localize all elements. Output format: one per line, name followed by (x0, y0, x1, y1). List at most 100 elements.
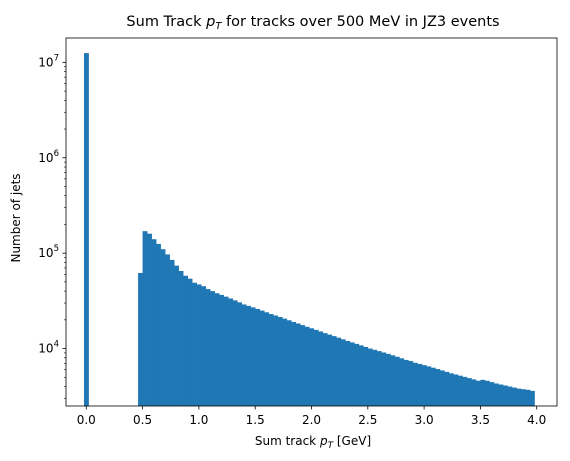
chart-title: Sum Track pT for tracks over 500 MeV in … (126, 14, 499, 32)
histogram-bar (466, 378, 472, 406)
title-subscript: T (215, 21, 222, 32)
histogram-bar (358, 345, 364, 406)
y-tick-base: 10 (38, 55, 53, 69)
histogram-bar (169, 259, 175, 406)
histogram-bar (448, 373, 454, 406)
histogram-bar (444, 371, 450, 406)
histogram-bar (277, 317, 283, 406)
histogram-bar (345, 341, 351, 406)
histogram-bar (259, 310, 265, 406)
xlabel-prefix: Sum track (255, 434, 320, 448)
y-tick-base: 10 (38, 342, 53, 356)
histogram-bar (151, 239, 157, 406)
histogram-bar (282, 318, 288, 406)
histogram-bar (156, 243, 161, 406)
histogram-bar (354, 343, 360, 406)
histogram-bar (421, 365, 427, 406)
histogram-bar (331, 336, 337, 406)
x-axis-label: Sum track pT [GeV] (255, 434, 371, 451)
x-tick-label: 2.5 (358, 413, 377, 427)
histogram-bar (340, 339, 346, 406)
histogram-bar (313, 329, 319, 406)
histogram-bar (286, 320, 292, 406)
histogram-bar (84, 53, 89, 407)
histogram-bar (484, 380, 490, 406)
y-tick-exponent: 7 (54, 53, 59, 63)
y-tick-exponent: 6 (54, 149, 59, 159)
histogram-bar (372, 349, 378, 406)
y-tick-base: 10 (38, 151, 53, 165)
title-variable: p (205, 14, 215, 30)
histogram-bar (502, 385, 508, 406)
histogram-bar (268, 314, 274, 406)
histogram-bar (300, 325, 306, 406)
histogram-bar (529, 390, 535, 406)
histogram-bar (165, 254, 170, 406)
histogram-bar (403, 359, 409, 406)
x-tick-label: 1.0 (189, 413, 208, 427)
histogram-bar (295, 323, 301, 406)
histogram-bar (381, 352, 387, 406)
histogram-bar (507, 386, 513, 406)
histogram-bar (138, 272, 143, 406)
histogram-bar (390, 355, 396, 406)
plot-area (65, 37, 558, 407)
histogram-bar (223, 296, 229, 406)
histogram-bar (214, 293, 220, 406)
histogram-bar (147, 233, 152, 406)
histogram-bar (246, 305, 252, 406)
y-tick-exponent: 4 (54, 340, 59, 350)
histogram-bar (363, 346, 369, 406)
y-tick-exponent: 5 (54, 244, 59, 254)
histogram-bar (498, 384, 504, 406)
histogram-bars (84, 53, 535, 407)
x-tick-label: 2.0 (302, 413, 321, 427)
histogram-bar (385, 353, 391, 406)
x-tick-label: 4.0 (527, 413, 546, 427)
histogram-bar (453, 374, 459, 406)
histogram-bar (250, 307, 256, 406)
histogram-bar (489, 382, 495, 406)
histogram-bar (349, 342, 355, 406)
histogram-bar (376, 351, 382, 406)
histogram-bar (435, 369, 441, 406)
histogram-bar (336, 337, 342, 406)
x-tick-label: 3.0 (415, 413, 434, 427)
histogram-bar (237, 302, 243, 406)
histogram-bar (399, 358, 405, 406)
histogram-bar (273, 315, 279, 406)
histogram-bar (439, 370, 445, 406)
histogram-bar (178, 271, 184, 406)
xlabel-subscript: T (328, 441, 335, 451)
histogram-bar (480, 379, 486, 406)
histogram-bar (412, 362, 418, 406)
histogram-bar (309, 328, 315, 406)
histogram-bar (394, 356, 400, 406)
x-tick-label: 3.5 (471, 413, 490, 427)
histogram-bar (322, 333, 328, 406)
histogram-bar (318, 331, 324, 406)
xlabel-suffix: [GeV] (333, 434, 371, 448)
histogram-bar (511, 387, 517, 406)
histogram-bar (475, 380, 481, 406)
y-tick-label: 107 (38, 53, 59, 69)
y-axis-label: Number of jets (9, 173, 23, 262)
histogram-bar (241, 304, 247, 406)
histogram-bar (520, 389, 526, 406)
y-tick-label: 105 (38, 244, 59, 260)
histogram-bar (228, 298, 234, 406)
histogram-bar (430, 367, 436, 406)
histogram-bar (174, 265, 179, 406)
histogram-bar (525, 389, 531, 406)
x-tick-label: 1.5 (246, 413, 265, 427)
histogram-bar (183, 275, 188, 406)
histogram-bar (516, 388, 522, 406)
histogram-bar (219, 294, 225, 406)
histogram-bar (457, 375, 463, 406)
y-tick-base: 10 (38, 246, 53, 260)
histogram-bar (192, 282, 197, 406)
histogram-bar (471, 379, 477, 406)
histogram-bar (264, 312, 270, 406)
